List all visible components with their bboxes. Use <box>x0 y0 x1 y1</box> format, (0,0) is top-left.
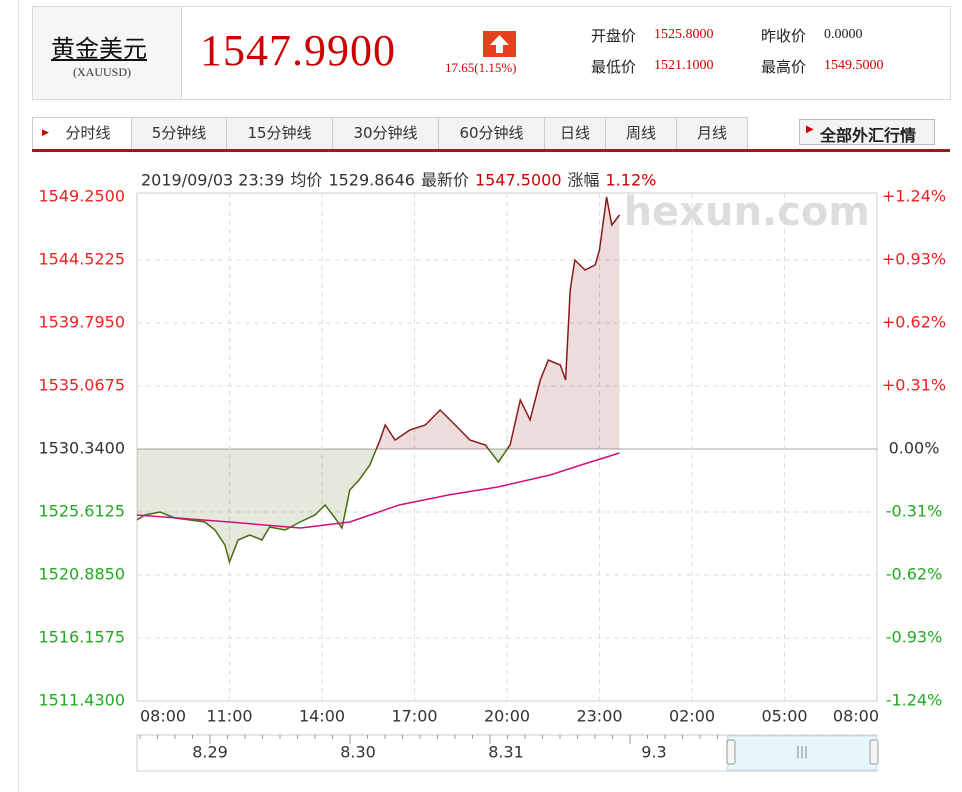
nav-label: 9.3 <box>641 743 666 762</box>
tab-label: 分时线 <box>65 124 111 142</box>
x-tick-label: 17:00 <box>391 707 437 726</box>
y-tick-label: 1539.7950 <box>38 313 125 332</box>
info-chg: 1.12% <box>606 171 657 190</box>
tab[interactable]: 30分钟线 <box>332 117 439 149</box>
nav-label: 8.31 <box>488 743 524 762</box>
info-last_label: 最新价 <box>421 171 469 190</box>
tab-label: 周线 <box>625 124 656 142</box>
stat-value: 1521.1000 <box>654 58 714 73</box>
y2-tick-label: +1.24% <box>882 187 946 206</box>
y2-tick-label: +0.62% <box>882 313 946 332</box>
tab-label: 5分钟线 <box>151 124 207 142</box>
y-tick-label: 1511.4300 <box>38 691 125 710</box>
y2-tick-label: -1.24% <box>886 691 943 710</box>
tab[interactable]: 60分钟线 <box>438 117 545 149</box>
x-tick-label: 08:00 <box>140 707 186 726</box>
info-chg_label: 涨幅 <box>568 171 600 190</box>
tab[interactable]: 周线 <box>605 117 677 149</box>
stat-label: 昨收价 <box>761 27 807 45</box>
tab-label: 日线 <box>559 124 590 142</box>
nav-handle <box>726 739 736 765</box>
price-line <box>136 196 621 565</box>
y2-tick-label: -0.62% <box>886 565 943 584</box>
x-tick-label: 11:00 <box>206 707 252 726</box>
average-line <box>136 452 620 529</box>
y2-tick-label: +0.93% <box>882 250 946 269</box>
tab-rule <box>32 149 950 152</box>
tab-arrow: ▶ <box>42 128 49 138</box>
stat-label: 最低价 <box>591 58 637 76</box>
x-tick-label: 23:00 <box>576 707 622 726</box>
price-area <box>137 197 620 562</box>
y-tick-label: 1516.1575 <box>38 628 125 647</box>
y2-tick-label: -0.31% <box>886 502 943 521</box>
price: 1547.9900 <box>200 26 396 75</box>
watermark: hexun.com <box>624 189 870 235</box>
quote-header: 黄金美元 (XAUUSD) 1547.9900 17.65(1.15%) 开盘价… <box>32 6 951 100</box>
tab[interactable]: 15分钟线 <box>226 117 333 149</box>
stat-value: 1549.5000 <box>824 58 884 73</box>
y-tick-label: 1544.5225 <box>38 250 125 269</box>
nav-handle <box>869 739 879 765</box>
info-datetime: 2019/09/03 23:39 <box>141 171 284 190</box>
name-box: 黄金美元 (XAUUSD) <box>33 7 182 99</box>
y2-tick-label: 0.00% <box>889 439 940 458</box>
all-button[interactable]: ▶ 全部外汇行情 <box>799 119 935 145</box>
up-arrow <box>483 31 516 57</box>
x-tick-label: 08:00 <box>833 707 879 726</box>
stat-label: 最高价 <box>761 58 807 76</box>
x-tick-label: 14:00 <box>299 707 345 726</box>
stat-value: 0.0000 <box>824 27 863 42</box>
nav-label: 8.30 <box>340 743 376 762</box>
nav-grip: ||| <box>796 745 808 759</box>
nav-label: 8.29 <box>192 743 228 762</box>
y2-tick-label: -0.93% <box>886 628 943 647</box>
info-avg_label: 均价 <box>290 171 322 190</box>
y-tick-label: 1535.0675 <box>38 376 125 395</box>
arrow: ▶ <box>806 124 814 135</box>
tab[interactable]: ▶ 分时线 <box>32 117 132 151</box>
tab[interactable]: 月线 <box>676 117 748 149</box>
stat-label: 开盘价 <box>591 27 637 45</box>
y-tick-label: 1530.3400 <box>38 439 125 458</box>
y-tick-label: 1525.6125 <box>38 502 125 521</box>
y-tick-label: 1549.2500 <box>38 187 125 206</box>
tab-label: 15分钟线 <box>247 124 312 142</box>
all-button-label: 全部外汇行情 <box>820 126 917 145</box>
x-tick-label: 02:00 <box>669 707 715 726</box>
change: 17.65(1.15%) <box>445 60 517 75</box>
stat-value: 1525.8000 <box>654 27 714 42</box>
y2-tick-label: +0.31% <box>882 376 946 395</box>
left-rule <box>18 0 19 792</box>
name: 黄金美元 <box>51 35 147 63</box>
y-tick-label: 1520.8850 <box>38 565 125 584</box>
info-last: 1547.5000 <box>475 171 562 190</box>
x-tick-label: 20:00 <box>484 707 530 726</box>
code: (XAUUSD) <box>73 65 131 79</box>
tab-label: 月线 <box>696 124 727 142</box>
tab[interactable]: 日线 <box>544 117 606 149</box>
x-tick-label: 05:00 <box>761 707 807 726</box>
tab-label: 30分钟线 <box>353 124 418 142</box>
tab[interactable]: 5分钟线 <box>131 117 227 149</box>
tab-label: 60分钟线 <box>459 124 524 142</box>
info-avg: 1529.8646 <box>328 171 415 190</box>
